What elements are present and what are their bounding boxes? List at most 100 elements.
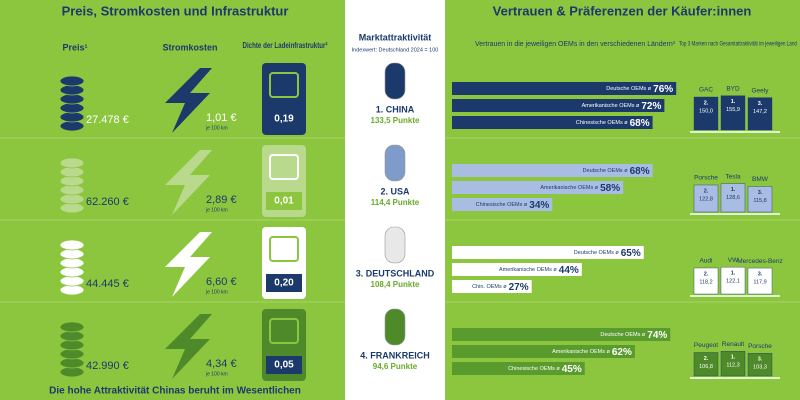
coin-icon (59, 284, 85, 296)
brand-score: 112,3 (726, 363, 739, 369)
podium-block (693, 267, 719, 295)
coin-icon (59, 102, 85, 114)
trust-label-text: Amerikanische OEMs ø (552, 349, 610, 355)
trust-label-text: Deutsche OEMs ø (600, 332, 646, 338)
country-name: 4. FRANKREICH (360, 350, 430, 360)
left-title: Preis, Stromkosten und Infrastruktur (62, 3, 289, 18)
trust-value: 68% (630, 118, 650, 129)
brand-rank: 3. (758, 190, 763, 196)
coin-icon (59, 266, 85, 278)
trust-label: Chinesische OEMs ø 68% (576, 118, 650, 129)
trust-label-text: Amerikanische OEMs ø (582, 103, 640, 109)
unit-note: je 100 km (205, 371, 228, 377)
brand-score: 150,0 (699, 108, 713, 114)
trust-label: Deutsche OEMs ø 76% (606, 84, 673, 95)
trust-bar (452, 263, 582, 276)
brand-score: 117,9 (753, 280, 766, 286)
right-title: Vertrauen & Präferenzen der Käufer:innen (493, 3, 752, 18)
trust-value: 74% (647, 330, 667, 341)
density-box (266, 192, 302, 210)
brand-rank: 2. (704, 356, 709, 362)
brand-name: BYD (726, 85, 740, 92)
column-header: Stromkosten (162, 42, 217, 52)
brand-score: 122,8 (699, 196, 713, 202)
trust-bar (452, 328, 671, 341)
brand-name: Tesla (725, 173, 741, 180)
country-name: 3. DEUTSCHLAND (356, 268, 435, 278)
brand-name: Mercedes-Benz (737, 258, 783, 265)
country-name: 2. USA (380, 186, 410, 196)
trust-label: Amerikanische OEMs ø 58% (540, 183, 620, 194)
trust-header: Vertrauen in die jeweiligen OEMs in den … (475, 41, 676, 48)
trust-label-text: Deutsche OEMs ø (574, 250, 620, 256)
brand-rank: 3. (758, 357, 763, 363)
charger-screen (269, 236, 299, 262)
brand-score: 103,3 (753, 365, 767, 371)
charging-density: 0,01 (274, 196, 294, 207)
country-points: 108,4 Punkte (371, 280, 420, 289)
coin-icon (59, 321, 85, 333)
charger-screen (269, 154, 299, 180)
price: 62.260 € (86, 196, 129, 208)
left-footer: Die hohe Attraktivität Chinas beruht im … (49, 386, 301, 397)
trust-label-text: Chin. OEMs ø (472, 284, 507, 290)
trust-value: 58% (600, 183, 620, 194)
coin-icon (59, 175, 85, 187)
country-name: 1. CHINA (376, 104, 415, 114)
trust-label-text: Chinesische OEMs ø (508, 366, 560, 372)
charger-screen (269, 318, 299, 344)
trust-label-text: Amerikanische OEMs ø (540, 185, 598, 191)
podium-block (720, 183, 746, 213)
trust-value: 34% (529, 200, 549, 211)
trust-value: 27% (509, 282, 529, 293)
trust-label: Chinesische OEMs ø 34% (476, 200, 550, 211)
trust-value: 44% (559, 265, 579, 276)
coin-icon (59, 157, 85, 169)
brand-name: BMW (752, 176, 769, 183)
coin-icon (59, 248, 85, 260)
brand-name: Renault (722, 341, 745, 348)
density-box (266, 110, 302, 128)
podium-block (747, 97, 773, 131)
country-points: 94,6 Punkte (373, 362, 418, 371)
trust-label-text: Deutsche OEMs ø (583, 168, 629, 174)
trust-label: Amerikanische OEMs ø 62% (552, 347, 632, 358)
brand-rank: 1. (731, 99, 736, 105)
podium-block (693, 352, 719, 377)
brand-rank: 2. (704, 188, 709, 194)
trust-label-text: Deutsche OEMs ø (606, 86, 652, 92)
coin-icon (59, 84, 85, 96)
trust-value: 68% (630, 166, 650, 177)
trust-bar (452, 164, 653, 177)
trust-bar (452, 82, 677, 95)
trust-bar (452, 99, 665, 112)
charger-screen (269, 72, 299, 98)
trust-value: 65% (621, 248, 641, 259)
center-subtitle: Indexwert: Deutschland 2024 = 100 (352, 47, 439, 53)
trust-label-text: Chinesische OEMs ø (476, 202, 528, 208)
trust-label-text: Chinesische OEMs ø (576, 120, 628, 126)
trust-value: 72% (641, 101, 661, 112)
trust-bar (452, 116, 653, 129)
brand-score: 122,1 (726, 279, 740, 285)
coin-icon (59, 339, 85, 351)
coin-icon (59, 184, 85, 196)
podium-block (747, 353, 773, 377)
electricity-cost: 6,60 € (206, 276, 237, 288)
brand-rank: 1. (731, 187, 736, 193)
brand-name: Audi (699, 258, 712, 265)
coin-icon (59, 120, 85, 132)
price: 44.445 € (86, 278, 129, 290)
column-header: Dichte der Ladeinfrastruktur² (243, 41, 328, 50)
bolt-icon (165, 150, 212, 215)
podium-block (720, 351, 746, 377)
coin-icon (59, 166, 85, 178)
podium-block (720, 95, 746, 131)
bolt-icon (165, 232, 212, 297)
coin-icon (59, 348, 85, 360)
brand-rank: 1. (731, 271, 736, 277)
unit-note: je 100 km (205, 125, 228, 131)
brand-name: Porsche (748, 343, 772, 350)
trust-label-text: Amerikanische OEMs ø (499, 267, 557, 273)
